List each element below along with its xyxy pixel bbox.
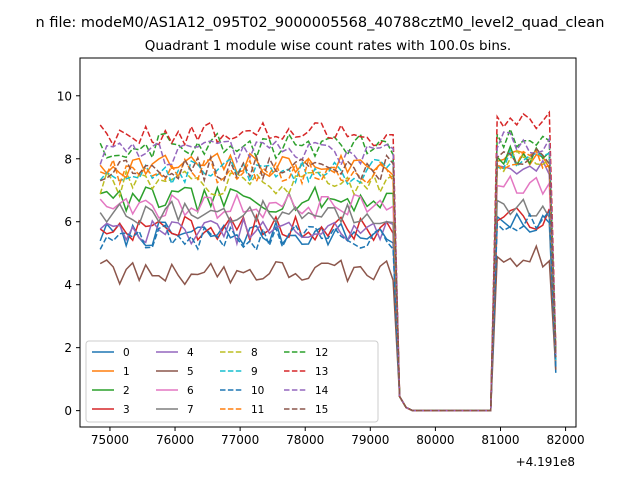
legend-label-7: 7	[187, 404, 194, 416]
chart-title: Quadrant 1 module wise count rates with …	[145, 38, 511, 54]
legend-label-15: 15	[315, 404, 328, 416]
legend-label-0: 0	[123, 347, 130, 359]
y-tick-label-0: 0	[64, 404, 72, 418]
x-tick-label-82000: 82000	[546, 433, 584, 447]
y-tick-label-4: 4	[64, 278, 72, 292]
legend-box	[85, 340, 379, 423]
legend-label-6: 6	[187, 385, 194, 397]
legend-label-5: 5	[187, 366, 194, 378]
legend-label-11: 11	[251, 404, 264, 416]
x-tick-label-76000: 76000	[156, 433, 194, 447]
legend-label-2: 2	[123, 385, 130, 397]
legend-label-4: 4	[187, 347, 194, 359]
legend-label-12: 12	[315, 347, 328, 359]
legend-label-8: 8	[251, 347, 258, 359]
figure-suptitle: n file: modeM0/AS1A12_095T02_9000005568_…	[36, 15, 605, 31]
series-line-14	[99, 131, 557, 412]
x-tick-label-77000: 77000	[221, 433, 259, 447]
y-tick-label-10: 10	[57, 89, 72, 103]
x-tick-label-75000: 75000	[91, 433, 129, 447]
legend-label-9: 9	[251, 366, 258, 378]
x-tick-label-80000: 80000	[416, 433, 454, 447]
series-layer	[99, 110, 557, 412]
axes-frame	[79, 57, 577, 428]
ticks-layer: 75000 76000 77000 78000 79000 80000 81000 82000…	[57, 89, 585, 447]
series-line-15	[99, 147, 557, 412]
legend-label-13: 13	[315, 366, 328, 378]
legend-label-1: 1	[123, 366, 130, 378]
x-tick-label-79000: 79000	[351, 433, 389, 447]
x-axis-offset-label: +4.191e8	[516, 455, 575, 469]
x-tick-label-78000: 78000	[286, 433, 324, 447]
legend-label-14: 14	[315, 385, 329, 397]
legend-label-3: 3	[123, 404, 130, 416]
y-tick-label-6: 6	[64, 215, 72, 229]
legend-label-10: 10	[251, 385, 264, 397]
y-tick-label-2: 2	[64, 341, 72, 355]
x-tick-label-81000: 81000	[481, 433, 519, 447]
y-tick-label-8: 8	[64, 152, 72, 166]
